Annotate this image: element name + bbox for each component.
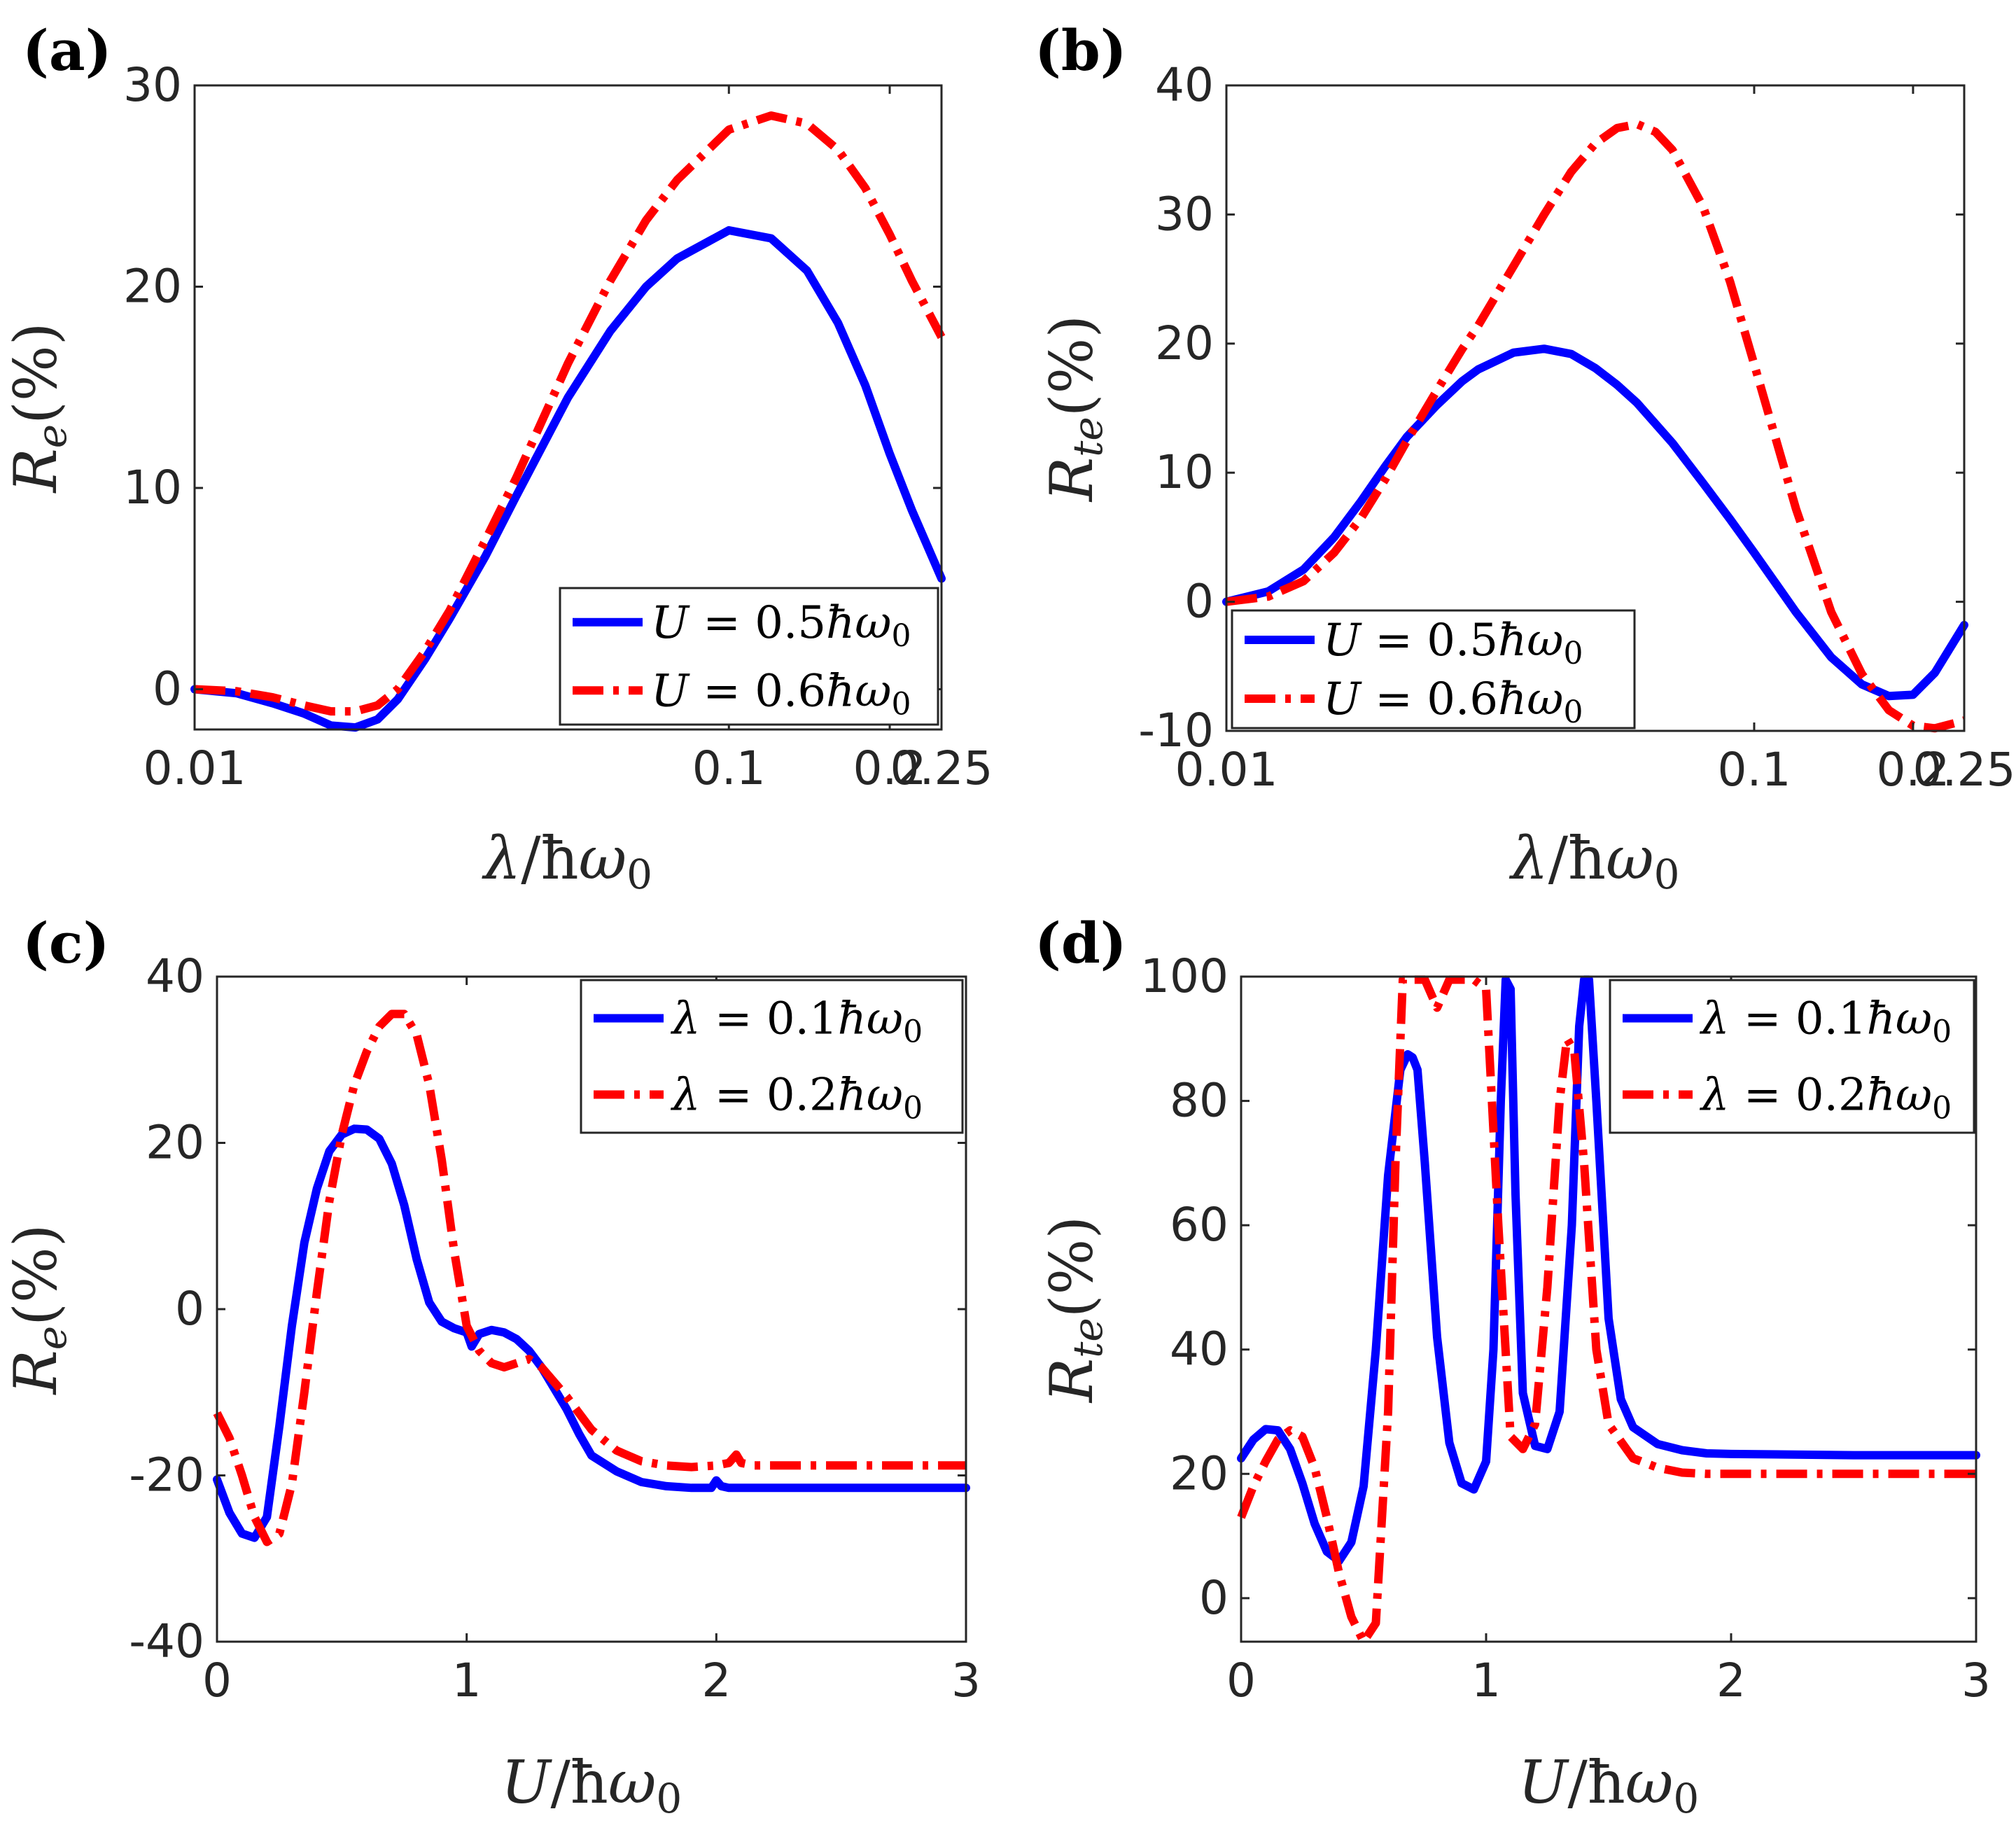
panel-label: (b)	[1035, 18, 1127, 83]
y-tick-label: -10	[1138, 704, 1214, 757]
y-tick-label: 0	[1184, 575, 1214, 629]
axes-frame	[1225, 84, 1966, 732]
legend-label-1: λ = 0.1ħω0	[1699, 993, 1952, 1050]
y-tick-label: 0	[153, 662, 182, 716]
y-tick-label: 80	[1170, 1074, 1228, 1128]
legend: λ = 0.1ħω0 λ = 0.2ħω0	[580, 979, 964, 1134]
legend-label-1: λ = 0.1ħω0	[670, 993, 923, 1050]
y-tick-label: 40	[1170, 1322, 1228, 1376]
series-line-2	[1237, 975, 1976, 1646]
y-tick-label: -20	[129, 1448, 204, 1502]
y-tick-label: 10	[1155, 445, 1214, 499]
y-tick-label: 10	[123, 461, 182, 515]
chart-panel-4: 0 1 2 3 0 20 40 60 80 100 U/ħω0 Rte(%) (d) λ = 0.1ħω0…	[1035, 910, 1991, 1822]
panel-label: (d)	[1035, 910, 1127, 976]
chart-panel-2: 0.01 0.1 0.20.25 -10 0 10 20 30 40 λ/ħω0 Rte(%) (b)…	[1035, 18, 2015, 898]
panel-label: (c)	[22, 910, 109, 976]
legend-label-2: λ = 0.2ħω0	[1699, 1070, 1952, 1126]
y-tick-label: 20	[123, 260, 182, 314]
y-axis-label: Rte(%)	[1037, 315, 1112, 503]
y-tick-label: 20	[1155, 316, 1214, 370]
legend-label-1: U = 0.5ħω0	[651, 597, 911, 654]
y-axis-label: Re(%)	[1, 1224, 76, 1396]
y-tick-label: 20	[146, 1116, 204, 1170]
legend-box	[1609, 979, 1975, 1134]
x-tick-label: 1	[452, 1654, 482, 1707]
x-tick-label: 0.1	[1717, 743, 1791, 797]
legend: λ = 0.1ħω0 λ = 0.2ħω0	[1609, 979, 1975, 1134]
y-tick-label: 40	[1155, 58, 1214, 112]
x-tick-label: 3	[1961, 1654, 1991, 1707]
legend: U = 0.5ħω0 U = 0.6ħω0	[559, 587, 939, 726]
x-axis-label: λ/ħω0	[1508, 824, 1679, 898]
y-tick-label: -40	[129, 1614, 204, 1668]
series-line-1	[1222, 344, 1968, 701]
panel-label: (a)	[22, 18, 112, 83]
series-line-2	[194, 111, 946, 716]
x-tick-label: 0.25	[1913, 743, 2016, 797]
y-tick-label: 100	[1140, 949, 1228, 1003]
y-tick-label: 30	[123, 58, 182, 112]
x-tick-label: 0.01	[1175, 743, 1278, 797]
series-line-1	[213, 1124, 970, 1542]
x-tick-label: 0.2	[853, 741, 927, 795]
y-tick-label: 60	[1170, 1198, 1228, 1252]
series-line-2	[213, 1010, 966, 1546]
x-tick-label: 0.25	[890, 741, 993, 795]
chart-panel-1: 0.01 0.1 0.20.25 0 10 20 30 λ/ħω0 Re(%) (a) U = 0.…	[1, 18, 993, 898]
series-line-1	[190, 226, 946, 732]
x-axis-label: λ/ħω0	[482, 824, 652, 898]
y-axis-label: Re(%)	[1, 323, 76, 494]
y-tick-label: 0	[1199, 1571, 1228, 1625]
x-axis-label: U/ħω0	[501, 1748, 682, 1822]
legend-label-2: U = 0.6ħω0	[651, 665, 911, 722]
legend-box	[1231, 609, 1636, 729]
legend-box	[580, 979, 964, 1134]
x-axis-label: U/ħω0	[1518, 1748, 1700, 1822]
x-tick-label: 0.1	[692, 741, 766, 795]
x-tick-label: 0	[1226, 1654, 1256, 1707]
y-tick-label: 0	[175, 1282, 204, 1336]
x-tick-label: 0	[202, 1654, 232, 1707]
y-axis-label: Rte(%)	[1037, 1216, 1112, 1404]
x-tick-label: 2	[1716, 1654, 1746, 1707]
x-tick-label: 0.2	[1876, 743, 1949, 797]
axes-frame	[193, 84, 943, 731]
series-line-2	[1226, 120, 1966, 733]
x-tick-label: 1	[1471, 1654, 1501, 1707]
legend-label-1: U = 0.5ħω0	[1323, 615, 1583, 671]
y-tick-label: 30	[1155, 187, 1214, 241]
x-tick-label: 0.01	[144, 741, 246, 795]
y-tick-label: 40	[146, 949, 204, 1003]
x-tick-label: 2	[701, 1654, 731, 1707]
legend-box	[559, 587, 939, 726]
x-tick-label: 3	[951, 1654, 981, 1707]
y-tick-label: 20	[1170, 1446, 1228, 1500]
legend-label-2: U = 0.6ħω0	[1323, 673, 1583, 730]
legend-label-2: λ = 0.2ħω0	[670, 1070, 923, 1126]
axes-frame	[1240, 975, 1977, 1643]
